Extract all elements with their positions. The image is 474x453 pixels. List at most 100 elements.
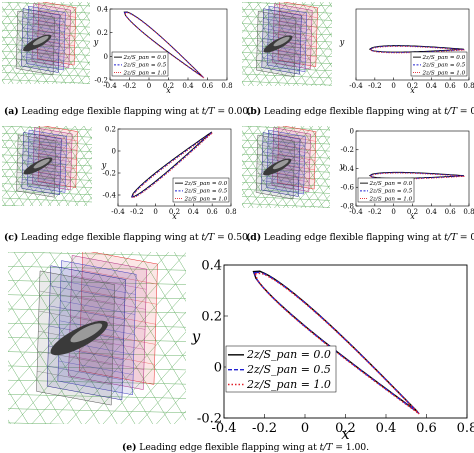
x-tick-label: 0.4 [188, 208, 200, 216]
legend: 2z/S_pan = 0.02z/S_pan = 0.52z/S_pan = 1… [410, 51, 468, 76]
caption-text: Leading edge flexible flapping wing at [21, 106, 202, 117]
legend-entry: 2z/S_pan = 0.5 [422, 63, 466, 69]
legend-entry: 2z/S_pan = 0.5 [246, 363, 331, 376]
y-tick-label: -0.2 [197, 412, 222, 427]
x-tick-label: 0 [391, 82, 395, 90]
x-tick-label: 0.4 [426, 208, 438, 216]
series-line [131, 131, 213, 198]
mesh-graphic [2, 126, 92, 206]
x-tick-label: -0.2 [123, 82, 137, 90]
chart-svg: -0.4 -0.2 0 0.2 0.4 0.6 0.8 -0.8 -0.6 -0.4 -0.2 0 x y… [339, 127, 474, 221]
legend: 2z/S_pan = 0.02z/S_pan = 0.52z/S_pan = 1… [111, 51, 169, 76]
x-tick-label: -0.2 [368, 82, 382, 90]
x-tick-label: 0.8 [463, 82, 474, 90]
caption-label: (c) [4, 232, 19, 243]
series-line [131, 131, 213, 198]
x-axis-label: x [410, 86, 415, 95]
caption-label: (e) [122, 442, 137, 453]
wing-mesh-render [242, 126, 330, 208]
y-tick-label: -0.2 [103, 169, 117, 177]
y-tick-label: 0 [112, 147, 116, 155]
chart: -0.4 -0.2 0 0.2 0.4 0.6 0.8 -0.8 -0.6 -0.4 -0.2 0 x y… [338, 127, 474, 221]
x-tick-label: 0.4 [182, 82, 194, 90]
x-tick-label: 0.6 [207, 208, 219, 216]
caption-eq: t/T [444, 232, 457, 243]
mesh-graphic [8, 252, 186, 424]
y-tick-label: -0.8 [341, 202, 355, 210]
wing-mesh-render [242, 2, 332, 86]
wing-mesh-render [2, 126, 92, 206]
chart: -0.4 -0.2 0 0.2 0.4 0.6 0.8 x y 2z/S_pan = 0.0 2z/… [338, 6, 474, 95]
legend-entry: 2z/S_pan = 0.0 [369, 181, 413, 187]
legend-entry: 2z/S_pan = 1.0 [369, 196, 413, 202]
wing-mesh-render [2, 2, 90, 84]
legend-entry: 2z/S_pan = 1.0 [246, 378, 331, 391]
x-tick-label: 0.8 [457, 421, 474, 436]
x-tick-label: 0 [147, 82, 151, 90]
y-tick-label: 0.2 [201, 310, 222, 325]
series-line [254, 272, 420, 415]
y-tick-label: 0 [104, 53, 108, 61]
plot-frame [223, 264, 468, 419]
x-tick-label: -0.4 [349, 208, 363, 216]
x-tick-label: -0.4 [111, 208, 125, 216]
legend-entry: 2z/S_pan = 0.5 [369, 189, 413, 195]
y-tick-label: -0.6 [341, 184, 355, 192]
y-tick-label: -0.2 [341, 146, 355, 154]
legend-entry: 2z/S_pan = 1.0 [184, 196, 228, 202]
mesh-graphic [242, 2, 332, 86]
chart: -0.4 -0.2 0 0.2 0.4 0.6 0.8 -0.2 0 0.2 0.4 x y 2z/S_p… [92, 5, 233, 95]
legend-entry: 2z/S_pan = 0.5 [184, 189, 228, 195]
y-axis-label: y [101, 161, 107, 170]
y-axis-label: y [191, 328, 201, 346]
x-tick-label: 0.4 [426, 82, 438, 90]
x-tick-label: 0.8 [221, 82, 232, 90]
x-axis-label: x [172, 212, 177, 221]
mesh-graphic [242, 126, 330, 208]
x-tick-label: -0.2 [130, 208, 144, 216]
chart-svg: -0.4 -0.2 0 0.2 0.4 0.6 0.8-0.200.20.4xy2z/S_p… [191, 259, 474, 443]
x-tick-label: -0.2 [368, 208, 382, 216]
x-tick-label: 0.4 [376, 421, 397, 436]
x-tick-label: 0.2 [163, 82, 174, 90]
caption-eq: t/T [201, 106, 215, 117]
legend-entry: 2z/S_pan = 0.5 [123, 63, 167, 69]
y-axis-label: y [339, 162, 345, 171]
caption-text: Leading edge flexible flapping wing at [263, 232, 445, 243]
chart-svg: -0.4 -0.2 0 0.2 0.4 0.6 0.8-0.4-0.200.2xy2z/S_… [101, 125, 237, 221]
y-tick-label: 0 [214, 361, 222, 376]
x-tick-label: 0.6 [445, 82, 457, 90]
chart-svg: -0.4 -0.2 0 0.2 0.4 0.6 0.8-0.200.20.4xy2z/S_p… [93, 5, 233, 95]
x-tick-label: -0.4 [211, 421, 236, 436]
x-tick-label: 0.2 [407, 208, 418, 216]
caption: (a) Leading edge flexible flapping wing … [4, 106, 251, 117]
legend-entry: 2z/S_pan = 0.0 [184, 181, 228, 187]
caption-value: = 0.75. [459, 232, 474, 243]
caption-value: = 1.00. [332, 442, 369, 453]
series-line [131, 132, 213, 199]
caption-text: Leading edge flexible flapping wing at [139, 442, 320, 453]
y-tick-label: 0.2 [97, 29, 108, 37]
x-tick-label: -0.4 [349, 82, 363, 90]
x-tick-label: 0.6 [445, 208, 457, 216]
y-tick-label: -0.2 [95, 76, 109, 84]
x-tick-label: 0.6 [202, 82, 214, 90]
x-tick-label: 0.2 [169, 208, 180, 216]
caption-eq: t/T [201, 232, 215, 243]
caption-value: = 0.00. [214, 106, 252, 117]
x-tick-label: 0.2 [407, 82, 418, 90]
y-axis-label: y [93, 38, 99, 47]
legend: 2z/S_pan = 0.02z/S_pan = 0.52z/S_pan = 1… [225, 345, 337, 393]
x-axis-label: x [341, 425, 350, 443]
x-tick-label: 0.8 [225, 208, 236, 216]
caption: (b) Leading edge flexible flapping wing … [246, 106, 474, 117]
legend: 2z/S_pan = 0.0 2z/S_pan = 0.52z/S_pan = 1… [357, 177, 415, 202]
caption-eq: t/T [319, 442, 333, 453]
y-tick-label: -0.4 [341, 165, 355, 173]
y-tick-label: 0 [350, 127, 354, 135]
series-line [369, 45, 465, 54]
series-line [123, 11, 204, 78]
x-axis-label: x [166, 86, 171, 95]
caption-label: (b) [246, 106, 261, 117]
caption: (d) Leading edge flexible flapping wing … [246, 232, 474, 243]
